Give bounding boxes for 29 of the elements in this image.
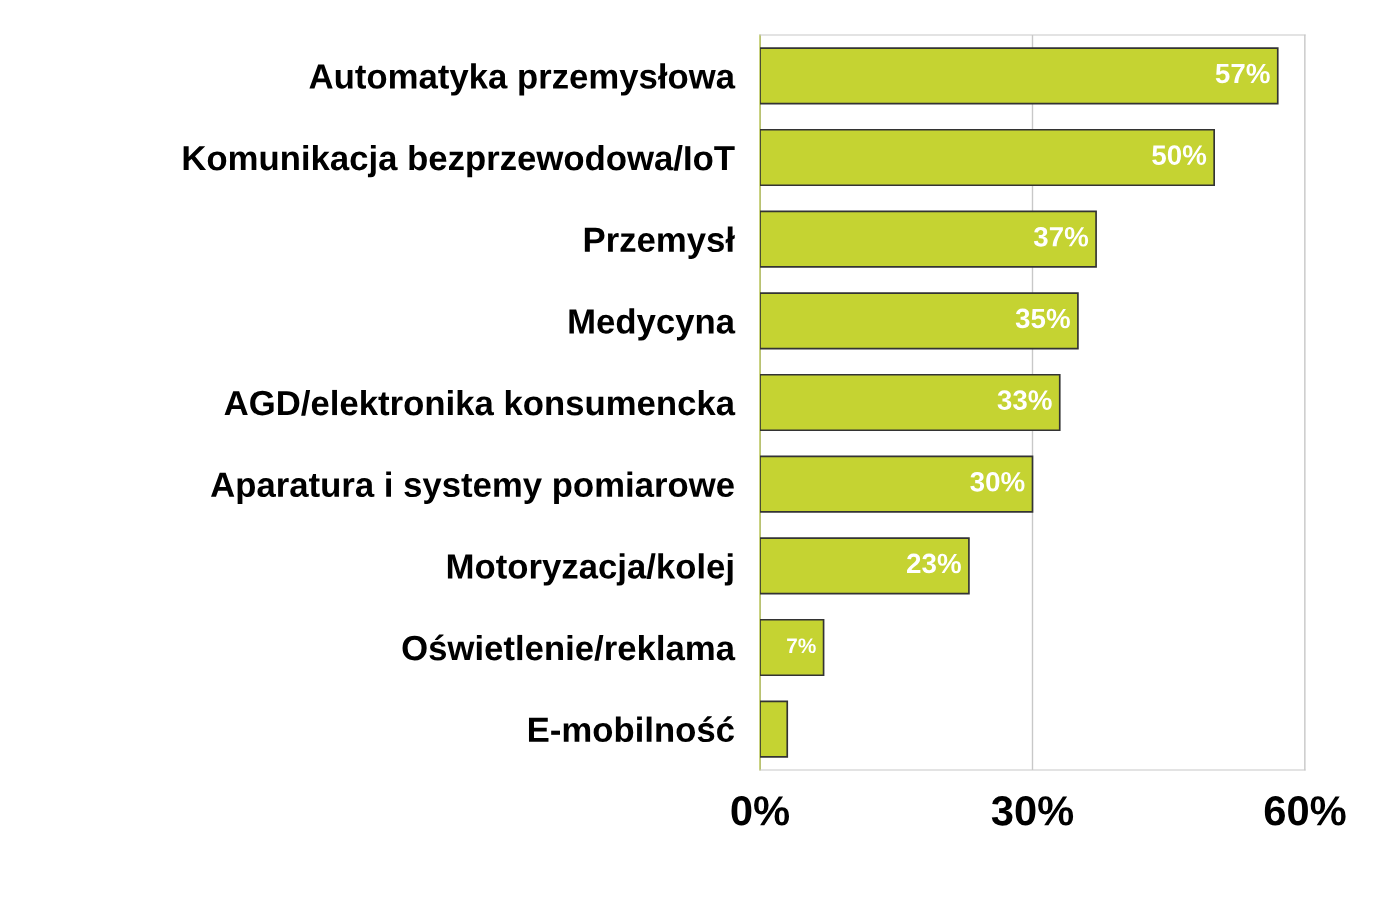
bar (760, 128, 1216, 187)
bar (760, 373, 1061, 432)
y-tick-label: Przemysł (584, 226, 735, 259)
y-tick-label: Automatyka przemysłowa (309, 63, 736, 96)
y-tick-label: Motoryzacja/kolej (447, 553, 733, 586)
y-tick-label: Komunikacja bezprzewodowa/IoT (183, 144, 735, 178)
x-tick-label: 60% (1264, 796, 1346, 826)
y-tick-label: Medycyna (569, 308, 736, 341)
data-label: 30% (970, 471, 1025, 492)
y-tick-label: Oświetlenie/reklama (402, 634, 736, 661)
data-label: 33% (997, 390, 1052, 410)
bar (760, 292, 1079, 350)
y-tick-label: AGD/elektronika konsumencka (224, 389, 736, 416)
data-label: 23% (907, 553, 961, 574)
data-label: 35% (1015, 308, 1070, 329)
y-tick-label: Aparatura i systemy pomiarowe (211, 471, 734, 504)
bar (760, 455, 1034, 513)
x-tick-label: 0% (731, 796, 790, 826)
data-label: 7% (787, 638, 816, 654)
data-label: 37% (1033, 226, 1089, 247)
bar (760, 537, 970, 595)
bar (760, 618, 825, 677)
bar (760, 210, 1097, 268)
data-label: 57% (1215, 63, 1270, 84)
x-tick-label: 30% (991, 796, 1074, 826)
y-tick-label: E-mobilność (528, 716, 734, 743)
bar (760, 47, 1279, 105)
data-label: 50% (1152, 145, 1207, 165)
bar (760, 700, 789, 758)
